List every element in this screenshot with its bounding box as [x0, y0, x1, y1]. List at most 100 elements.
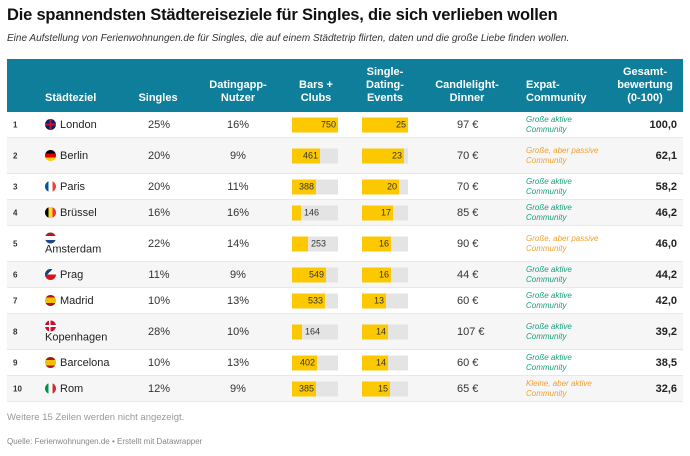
city-cell: Rom: [45, 383, 83, 395]
table-row: 5 Amsterdam 22% 14% 253 16 90 € Große, a…: [7, 226, 683, 262]
chart-subtitle: Eine Aufstellung von Ferienwohnungen.de …: [7, 33, 570, 44]
singles-value: 12%: [147, 382, 171, 395]
flag-be-icon: [45, 207, 56, 218]
city-cell: Paris: [45, 181, 85, 193]
events-value: 20: [386, 181, 397, 191]
col-header-score[interactable]: Gesamt- bewertung (0-100): [617, 66, 673, 104]
events-bar-fill: [362, 355, 388, 370]
singles-value: 10%: [147, 356, 171, 369]
bars-bar-fill: [292, 293, 325, 308]
city-cell: Barcelona: [45, 357, 110, 369]
events-value: 23: [391, 150, 402, 160]
rank: 4: [13, 208, 18, 217]
rank: 10: [13, 384, 22, 393]
bars-bar-fill: [292, 205, 301, 220]
col-header-city[interactable]: Städteziel: [45, 92, 97, 104]
col-header-dinner[interactable]: Candlelight- Dinner: [435, 79, 499, 104]
rank: 8: [13, 327, 18, 336]
bars-bar-fill: [292, 355, 317, 370]
rank: 9: [13, 358, 18, 367]
events-value: 25: [395, 119, 406, 129]
score-value: 46,2: [655, 206, 677, 219]
bars-bar-fill: [292, 267, 326, 282]
dinner-value: 60 €: [457, 356, 479, 369]
bars-value: 164: [305, 326, 321, 336]
events-value: 14: [375, 326, 386, 336]
score-value: 46,0: [655, 237, 677, 250]
events-value: 16: [378, 238, 389, 248]
events-value: 13: [373, 295, 384, 305]
bars-bar: 385: [292, 381, 338, 396]
datingapp-value: 10%: [226, 325, 250, 338]
col-header-bars[interactable]: Bars + Clubs: [299, 79, 333, 104]
score-value: 44,2: [655, 268, 677, 281]
table-row: 10 Rom 12% 9% 385 15 65 € Kleine, aber a…: [7, 376, 683, 402]
flag-nl-icon: [45, 232, 56, 243]
flag-es-icon: [45, 295, 56, 306]
singles-value: 22%: [147, 237, 171, 250]
datingapp-value: 11%: [227, 180, 249, 193]
dinner-value: 85 €: [457, 206, 479, 219]
expat-value: Große aktive Community: [526, 202, 572, 222]
score-value: 39,2: [655, 325, 677, 338]
col-header-expat[interactable]: Expat- Community: [526, 79, 587, 104]
events-bar-fill: [362, 267, 391, 282]
col-header-datingapp[interactable]: Datingapp- Nutzer: [209, 79, 267, 104]
events-bar: 20: [362, 179, 408, 194]
ranking-table: Städteziel Singles Datingapp- Nutzer Bar…: [7, 59, 683, 402]
expat-value: Große aktive Community: [526, 290, 572, 310]
city-cell: Prag: [45, 269, 83, 281]
city-name: Paris: [60, 180, 86, 193]
events-value: 16: [378, 269, 389, 279]
flag-fr-icon: [45, 181, 56, 192]
score-value: 100,0: [649, 118, 677, 131]
table-row: 6 Prag 11% 9% 549 16 44 € Große aktive C…: [7, 262, 683, 288]
chart-title: Die spannendsten Städtereiseziele für Si…: [7, 6, 558, 24]
score-value: 38,5: [655, 356, 677, 369]
events-bar-fill: [362, 236, 391, 251]
events-bar: 23: [362, 148, 408, 163]
dinner-value: 70 €: [457, 149, 479, 162]
flag-es-icon: [45, 357, 56, 368]
bars-bar: 750: [292, 117, 338, 132]
bars-value: 402: [299, 357, 315, 367]
rank: 5: [13, 239, 18, 248]
singles-value: 20%: [147, 180, 171, 193]
city-name: London: [60, 118, 97, 131]
bars-bar-fill: [292, 117, 338, 132]
score-value: 42,0: [655, 294, 677, 307]
datingapp-value: 13%: [226, 356, 250, 369]
expat-value: Kleine, aber aktive Community: [526, 378, 592, 398]
bars-bar: 402: [292, 355, 338, 370]
col-header-events[interactable]: Single- Dating- Events: [366, 66, 404, 104]
rank: 2: [13, 151, 18, 160]
singles-value: 10%: [147, 294, 171, 307]
flag-de-icon: [45, 150, 56, 161]
datingapp-value: 14%: [226, 237, 250, 250]
city-name: Barcelona: [60, 356, 110, 369]
bars-bar: 549: [292, 267, 338, 282]
city-name: Brüssel: [60, 206, 97, 219]
flag-dk-icon: [45, 320, 56, 331]
events-bar-fill: [362, 205, 393, 220]
expat-value: Große aktive Community: [526, 114, 572, 134]
city-name: Prag: [60, 268, 84, 281]
city-cell: Madrid: [45, 295, 94, 307]
score-value: 32,6: [655, 382, 677, 395]
singles-value: 20%: [147, 149, 171, 162]
flag-cz-icon: [45, 269, 56, 280]
events-bar: 15: [362, 381, 408, 396]
city-cell: Amsterdam: [45, 232, 101, 255]
expat-value: Große, aber passive Community: [526, 145, 599, 165]
singles-value: 11%: [148, 268, 170, 281]
bars-bar: 146: [292, 205, 338, 220]
dinner-value: 107 €: [457, 325, 485, 338]
city-name: Madrid: [60, 294, 94, 307]
events-bar-fill: [362, 117, 408, 132]
table-body: 1 London 25% 16% 750 25 97 € Große aktiv…: [7, 112, 683, 402]
expat-value: Große aktive Community: [526, 176, 572, 196]
datingapp-value: 13%: [226, 294, 250, 307]
city-cell: Brüssel: [45, 207, 97, 219]
events-bar: 13: [362, 293, 408, 308]
col-header-singles[interactable]: Singles: [138, 92, 178, 104]
